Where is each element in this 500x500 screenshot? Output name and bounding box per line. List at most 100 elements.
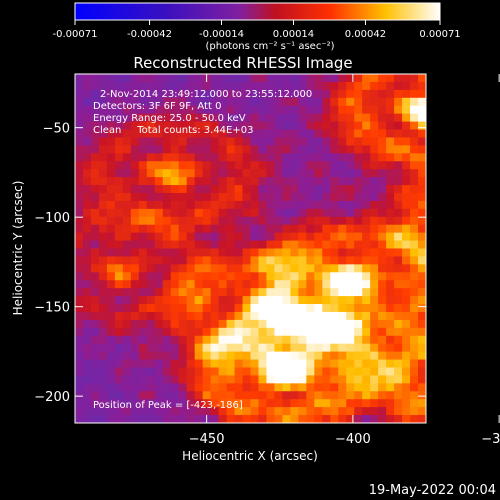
heatmap-cell bbox=[178, 192, 188, 202]
heatmap-cell bbox=[210, 248, 219, 257]
heatmap-cell bbox=[322, 97, 331, 107]
heatmap-cell bbox=[162, 216, 172, 226]
heatmap-cell bbox=[242, 288, 251, 297]
heatmap-cell bbox=[106, 351, 116, 360]
heatmap-cell bbox=[186, 399, 196, 408]
heatmap-cell bbox=[386, 208, 395, 218]
heatmap-cell bbox=[146, 224, 156, 234]
heatmap-cell bbox=[138, 240, 148, 249]
heatmap-cell bbox=[402, 129, 411, 138]
heatmap-cell bbox=[154, 375, 164, 384]
heatmap-cell bbox=[154, 137, 164, 146]
heatmap-cell bbox=[154, 280, 164, 289]
heatmap-cell bbox=[314, 177, 323, 186]
heatmap-cell bbox=[338, 407, 347, 416]
heatmap-cell bbox=[186, 216, 196, 226]
heatmap-cell bbox=[98, 113, 108, 122]
heatmap-cell bbox=[418, 200, 427, 210]
heatmap-cell bbox=[122, 216, 132, 226]
heatmap-cell bbox=[130, 319, 140, 329]
heatmap-cell bbox=[258, 256, 267, 265]
heatmap-cell bbox=[90, 74, 100, 83]
heatmap-cell bbox=[402, 89, 411, 99]
heatmap-cell bbox=[186, 192, 196, 202]
heatmap-cell bbox=[338, 272, 347, 281]
heatmap-cell bbox=[226, 391, 235, 400]
heatmap-cell bbox=[370, 137, 379, 146]
heatmap-cell bbox=[138, 121, 148, 130]
heatmap-cell bbox=[218, 280, 227, 289]
heatmap-cell bbox=[322, 121, 331, 130]
heatmap-cell bbox=[346, 407, 355, 416]
heatmap-cell bbox=[362, 161, 371, 170]
heatmap-cell bbox=[202, 359, 212, 368]
heatmap-cell bbox=[370, 391, 379, 400]
heatmap-cell bbox=[202, 145, 212, 154]
heatmap-cell bbox=[322, 169, 331, 178]
heatmap-cell bbox=[338, 359, 347, 368]
heatmap-cell bbox=[370, 192, 379, 202]
heatmap-cell bbox=[234, 327, 243, 337]
heatmap-cell bbox=[266, 216, 275, 226]
heatmap-cell bbox=[410, 391, 419, 400]
heatmap-cell bbox=[234, 375, 243, 384]
heatmap-cell bbox=[130, 97, 140, 107]
heatmap-cell bbox=[146, 137, 156, 146]
heatmap-cell bbox=[154, 399, 164, 408]
heatmap-cell bbox=[386, 264, 395, 273]
heatmap-cell bbox=[402, 137, 411, 146]
heatmap-cell bbox=[338, 264, 347, 273]
heatmap-cell bbox=[338, 280, 347, 289]
heatmap-cell bbox=[338, 304, 347, 313]
heatmap-cell bbox=[306, 375, 315, 384]
heatmap-cell bbox=[370, 272, 379, 281]
heatmap-cell bbox=[306, 89, 315, 99]
heatmap-cell bbox=[258, 185, 267, 194]
heatmap-cell bbox=[75, 208, 84, 218]
heatmap-cell bbox=[330, 327, 339, 337]
heatmap-cell bbox=[370, 288, 379, 297]
heatmap-cell bbox=[146, 343, 156, 353]
heatmap-image bbox=[75, 74, 427, 424]
heatmap-cell bbox=[346, 169, 355, 178]
heatmap-cell bbox=[138, 288, 148, 297]
heatmap-cell bbox=[114, 177, 124, 186]
heatmap-cell bbox=[122, 177, 132, 186]
annotation-clean-counts: Clean Total counts: 3.44E+03 bbox=[93, 125, 253, 136]
heatmap-cell bbox=[75, 137, 84, 146]
heatmap-cell bbox=[218, 240, 227, 249]
heatmap-cell bbox=[170, 185, 180, 194]
heatmap-cell bbox=[250, 399, 259, 408]
heatmap-cell bbox=[370, 232, 379, 241]
heatmap-cell bbox=[258, 304, 267, 313]
heatmap-cell bbox=[306, 177, 315, 186]
heatmap-cell bbox=[338, 74, 347, 83]
heatmap-cell bbox=[218, 415, 227, 424]
heatmap-cell bbox=[330, 74, 339, 83]
heatmap-cell bbox=[290, 375, 299, 384]
heatmap-cell bbox=[290, 89, 299, 99]
heatmap-cell bbox=[146, 208, 156, 218]
heatmap-cell bbox=[266, 391, 275, 400]
heatmap-cell bbox=[410, 367, 419, 376]
heatmap-cell bbox=[122, 208, 132, 218]
heatmap-cell bbox=[402, 296, 411, 305]
heatmap-cell bbox=[394, 319, 403, 329]
heatmap-cell bbox=[378, 280, 387, 289]
heatmap-cell bbox=[98, 359, 108, 368]
heatmap-cell bbox=[210, 335, 219, 345]
heatmap-cell bbox=[338, 288, 347, 297]
heatmap-cell bbox=[114, 272, 124, 281]
heatmap-cell bbox=[250, 208, 259, 218]
heatmap-cell bbox=[162, 224, 172, 234]
heatmap-cell bbox=[146, 351, 156, 360]
heatmap-cell bbox=[162, 296, 172, 305]
heatmap-cell bbox=[338, 81, 347, 91]
heatmap-cell bbox=[98, 304, 108, 313]
heatmap-cell bbox=[402, 200, 411, 210]
heatmap-cell bbox=[386, 407, 395, 416]
heatmap-cell bbox=[306, 264, 315, 273]
heatmap-cell bbox=[122, 296, 132, 305]
heatmap-cell bbox=[242, 264, 251, 273]
heatmap-cell bbox=[266, 264, 275, 273]
